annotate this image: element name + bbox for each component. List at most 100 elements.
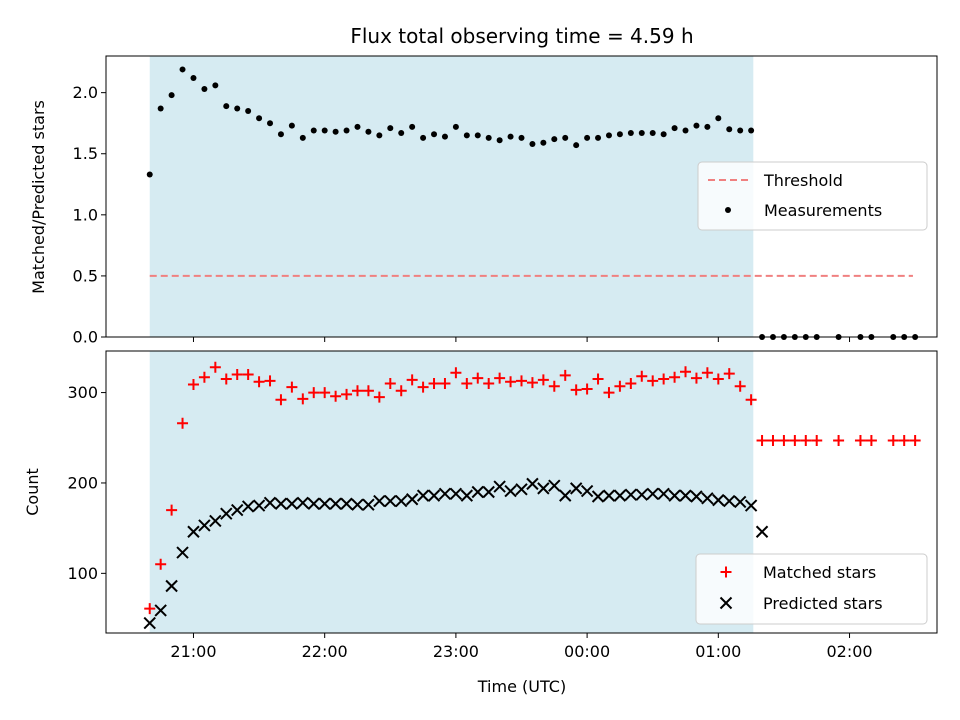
matched-star-point bbox=[570, 384, 582, 396]
bottom-y-axis-label: Count bbox=[23, 468, 42, 516]
matched-star-point bbox=[177, 417, 189, 429]
predicted-star-point bbox=[165, 579, 178, 593]
matched-star-point bbox=[264, 375, 276, 387]
predicted-star-point bbox=[657, 487, 670, 501]
matched-star-point bbox=[734, 380, 746, 392]
predicted-star-point bbox=[263, 496, 277, 510]
matched-star-point bbox=[461, 378, 473, 390]
measurement-point bbox=[627, 129, 634, 136]
legend-matched-label: Matched stars bbox=[763, 563, 876, 582]
legend-predicted-swatch bbox=[719, 596, 733, 610]
measurement-point bbox=[584, 134, 591, 141]
x-tick-label: 23:00 bbox=[433, 642, 479, 661]
measurement-point bbox=[256, 115, 263, 122]
predicted-star-point bbox=[285, 497, 299, 510]
predicted-star-point bbox=[427, 489, 441, 502]
matched-star-point bbox=[428, 378, 440, 390]
measurement-point bbox=[551, 136, 558, 143]
matched-star-point bbox=[308, 387, 320, 399]
y-tick-label: 1.0 bbox=[73, 205, 98, 224]
measurement-point bbox=[507, 133, 514, 140]
matched-star-point bbox=[854, 434, 866, 446]
predicted-star-point bbox=[209, 514, 222, 528]
matched-star-point bbox=[778, 434, 790, 446]
matched-star-point bbox=[406, 374, 418, 386]
predicted-star-point bbox=[231, 503, 244, 517]
measurement-point bbox=[660, 131, 667, 138]
matched-star-point bbox=[483, 378, 495, 390]
measurement-point bbox=[595, 134, 602, 141]
matched-star-point bbox=[286, 381, 298, 393]
matched-star-point bbox=[494, 372, 506, 384]
matched-star-point bbox=[690, 372, 702, 384]
predicted-star-point bbox=[602, 489, 616, 502]
matched-star-point bbox=[516, 375, 527, 387]
matched-star-point bbox=[647, 375, 659, 387]
y-tick-label: 100 bbox=[67, 564, 98, 583]
measurement-point bbox=[409, 123, 416, 130]
measurement-point bbox=[704, 123, 711, 130]
observing-window-shade bbox=[149, 56, 754, 337]
matched-star-point bbox=[887, 434, 899, 446]
matched-star-point bbox=[472, 372, 484, 384]
y-tick-label: 300 bbox=[67, 383, 98, 402]
predicted-star-point bbox=[723, 494, 736, 508]
predicted-star-point bbox=[668, 489, 681, 502]
matched-star-point bbox=[166, 504, 178, 516]
predicted-star-point bbox=[613, 489, 627, 502]
x-axis-label: Time (UTC) bbox=[477, 677, 566, 696]
measurement-point bbox=[321, 127, 328, 134]
matched-star-point bbox=[811, 434, 823, 446]
predicted-star-point bbox=[143, 616, 156, 630]
measurement-point bbox=[387, 125, 394, 132]
predicted-star-point bbox=[241, 500, 255, 513]
predicted-star-point bbox=[395, 494, 408, 508]
predicted-star-point bbox=[449, 487, 463, 501]
measurement-point bbox=[245, 107, 252, 114]
matched-star-point bbox=[373, 391, 385, 403]
measurement-point bbox=[671, 125, 678, 132]
matched-star-point bbox=[253, 376, 265, 388]
measurement-point bbox=[376, 132, 383, 139]
matched-star-point bbox=[658, 373, 670, 385]
predicted-star-point bbox=[580, 484, 594, 498]
matched-star-point bbox=[756, 434, 768, 446]
y-tick-label: 0.0 bbox=[73, 328, 98, 347]
measurement-point bbox=[441, 133, 448, 140]
measurement-point bbox=[529, 140, 536, 147]
matched-star-point bbox=[319, 387, 331, 399]
matched-star-point bbox=[789, 434, 801, 446]
bottom-plot-frame bbox=[105, 350, 938, 634]
matched-star-point bbox=[209, 361, 221, 373]
predicted-star-point bbox=[526, 477, 539, 491]
measurement-point bbox=[201, 85, 208, 92]
predicted-star-point bbox=[569, 482, 583, 495]
measurement-point bbox=[398, 129, 405, 136]
observing-window-shade bbox=[149, 351, 754, 633]
matched-star-point bbox=[144, 603, 156, 615]
predicted-star-point bbox=[635, 488, 648, 501]
predicted-star-point bbox=[154, 604, 167, 617]
matched-star-point bbox=[231, 369, 243, 380]
predicted-star-point bbox=[733, 495, 747, 509]
matched-star-point bbox=[833, 434, 845, 446]
matched-star-point bbox=[537, 374, 549, 386]
legend-matched-swatch bbox=[720, 566, 732, 578]
measurement-point bbox=[485, 134, 492, 141]
bottom-legend: Matched stars Predicted stars bbox=[695, 553, 928, 625]
matched-star-point bbox=[187, 378, 199, 390]
matched-star-point bbox=[636, 370, 648, 382]
x-tick-label: 00:00 bbox=[564, 642, 610, 661]
predicted-star-point bbox=[504, 484, 517, 498]
measurement-point bbox=[212, 82, 219, 89]
predicted-star-point bbox=[744, 499, 758, 512]
bottom-legend-frame bbox=[695, 553, 928, 625]
predicted-star-point bbox=[373, 494, 386, 508]
measurement-point bbox=[748, 127, 755, 134]
legend-measurements-swatch bbox=[725, 207, 731, 213]
legend-x-marker bbox=[719, 596, 733, 610]
matched-star-point bbox=[526, 377, 538, 389]
measurement-point bbox=[234, 105, 241, 112]
predicted-star-point bbox=[187, 525, 200, 538]
